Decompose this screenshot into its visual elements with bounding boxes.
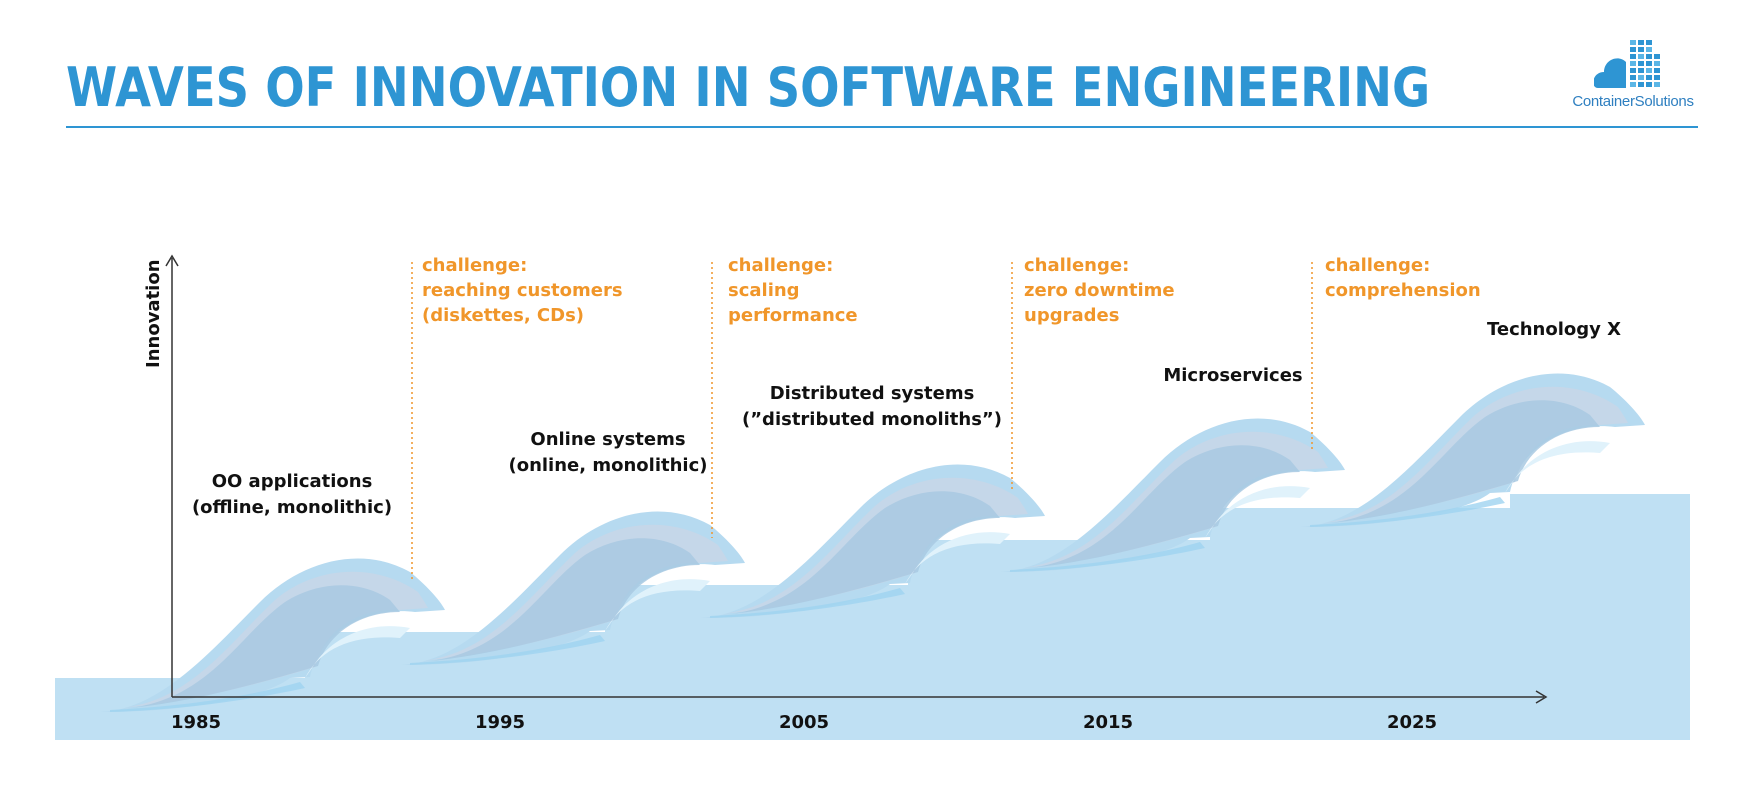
x-tick-label: 2015 xyxy=(1083,712,1133,733)
logo-grid-cell xyxy=(1630,68,1636,73)
challenge-label-4: challenge: xyxy=(1325,255,1430,276)
logo-grid-cell xyxy=(1646,75,1652,80)
page-title: WAVES OF INNOVATION IN SOFTWARE ENGINEER… xyxy=(66,56,1431,119)
logo-grid-cell xyxy=(1646,40,1652,45)
logo-grid-cell xyxy=(1630,40,1636,45)
wave-5 xyxy=(1300,373,1645,527)
cloud-grid-logo-icon xyxy=(1594,40,1660,88)
logo-grid-cell xyxy=(1630,47,1636,52)
wave-label-1: OO applications xyxy=(212,471,373,492)
logo-grid-cell xyxy=(1654,82,1660,87)
logo-grid-cell xyxy=(1638,54,1644,59)
x-tick-label: 1995 xyxy=(475,712,525,733)
y-axis-arrow xyxy=(165,254,179,267)
wave-4 xyxy=(1000,418,1345,572)
x-tick-label: 2025 xyxy=(1387,712,1437,733)
container-solutions-logo[interactable]: ContainerSolutions xyxy=(1566,38,1700,114)
wave-highlight xyxy=(1205,486,1310,538)
logo-grid-cell xyxy=(1638,61,1644,66)
logo-text: ContainerSolutions xyxy=(1572,93,1694,110)
logo-grid-cell xyxy=(1654,54,1660,59)
wave-label-2: (online, monolithic) xyxy=(508,455,707,476)
logo-grid-cell xyxy=(1638,68,1644,73)
title-divider xyxy=(66,126,1698,128)
wave-inner xyxy=(1330,400,1600,523)
logo-grid-cell xyxy=(1638,47,1644,52)
wave-inner xyxy=(130,585,400,708)
challenge-label-3: upgrades xyxy=(1024,305,1119,326)
x-tick-label: 1985 xyxy=(171,712,221,733)
logo-grid-cell xyxy=(1630,82,1636,87)
wave-highlight xyxy=(605,579,710,631)
logo-grid-cell xyxy=(1646,61,1652,66)
logo-grid-cell xyxy=(1638,40,1644,45)
challenge-label-3: zero downtime xyxy=(1024,280,1175,301)
challenge-label-3: challenge: xyxy=(1024,255,1129,276)
logo-grid-cell xyxy=(1654,61,1660,66)
logo-grid-cell xyxy=(1646,47,1652,52)
challenge-label-2: performance xyxy=(728,305,858,326)
wave-foam xyxy=(1010,542,1205,572)
challenge-label-1: reaching customers xyxy=(422,280,623,301)
wave-foam xyxy=(410,635,605,665)
wave-label-3: (”distributed monoliths”) xyxy=(742,409,1002,430)
logo-grid-cell xyxy=(1630,75,1636,80)
logo-grid-cell xyxy=(1654,68,1660,73)
challenge-label-1: (diskettes, CDs) xyxy=(422,305,584,326)
wave-3 xyxy=(700,464,1045,618)
wave-highlight xyxy=(305,626,410,678)
wave-label-1: (offline, monolithic) xyxy=(192,497,392,518)
x-tick-label: 2005 xyxy=(779,712,829,733)
logo-grid-cell xyxy=(1638,75,1644,80)
logo-grid-cell xyxy=(1630,54,1636,59)
wave-label-2: Online systems xyxy=(530,429,685,450)
wave-inner xyxy=(730,491,1000,614)
logo-grid-cell xyxy=(1646,68,1652,73)
y-axis-label: Innovation xyxy=(143,259,164,368)
wave-foam xyxy=(1310,497,1505,527)
logo-grid-cell xyxy=(1646,82,1652,87)
logo-grid-cell xyxy=(1654,75,1660,80)
wave-1 xyxy=(100,558,445,712)
challenge-label-2: scaling xyxy=(728,280,800,301)
water-background xyxy=(55,494,1690,740)
wave-inner xyxy=(430,538,700,661)
logo-grid-cell xyxy=(1638,82,1644,87)
wave-label-3: Distributed systems xyxy=(770,383,975,404)
wave-highlight xyxy=(1505,441,1610,493)
wave-highlight xyxy=(905,532,1010,584)
x-axis-arrow xyxy=(1535,690,1548,704)
wave-inner xyxy=(1030,445,1300,568)
challenge-label-4: comprehension xyxy=(1325,280,1481,301)
wave-label-5: Technology X xyxy=(1487,319,1621,340)
logo-grid-cell xyxy=(1630,61,1636,66)
wave-foam xyxy=(110,682,305,712)
challenge-label-1: challenge: xyxy=(422,255,527,276)
wave-2 xyxy=(400,511,745,665)
wave-foam xyxy=(710,588,905,618)
challenge-label-2: challenge: xyxy=(728,255,833,276)
logo-grid-cell xyxy=(1646,54,1652,59)
wave-label-4: Microservices xyxy=(1163,365,1302,386)
